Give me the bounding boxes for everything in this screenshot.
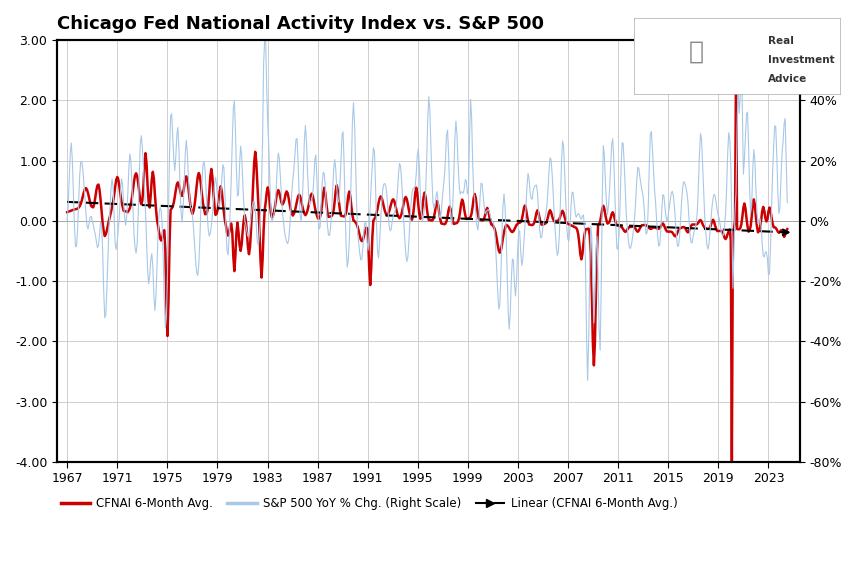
Text: Real: Real xyxy=(768,35,794,46)
Text: 🦅: 🦅 xyxy=(688,40,704,64)
Legend: CFNAI 6-Month Avg., S&P 500 YoY % Chg. (Right Scale), Linear (CFNAI 6-Month Avg.: CFNAI 6-Month Avg., S&P 500 YoY % Chg. (… xyxy=(56,492,682,515)
Text: Investment: Investment xyxy=(768,55,835,65)
Text: Advice: Advice xyxy=(768,73,807,84)
Text: Chicago Fed National Activity Index vs. S&P 500: Chicago Fed National Activity Index vs. … xyxy=(57,15,544,33)
